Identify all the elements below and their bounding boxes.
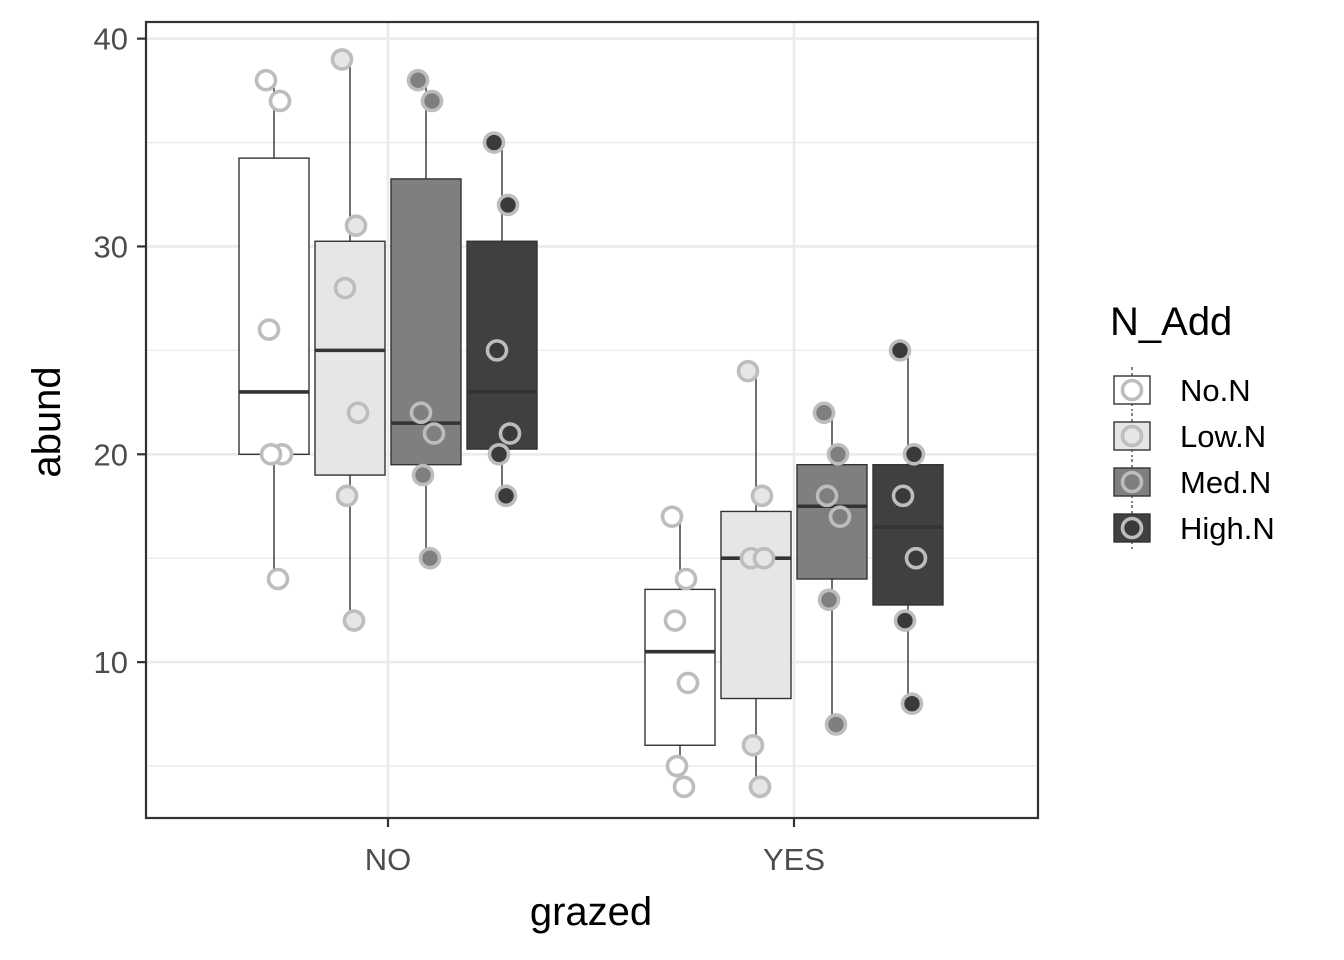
data-point — [900, 692, 924, 715]
data-point — [496, 193, 520, 217]
data-point — [741, 733, 765, 757]
y-axis-title: abund — [25, 366, 69, 477]
axes: 10 20 30 40 NO YES — [94, 22, 826, 877]
y-tick-label: 10 — [94, 645, 128, 680]
data-point — [266, 567, 290, 591]
data-point — [254, 68, 278, 92]
box-No.N-YES — [644, 516, 716, 787]
y-tick-label: 20 — [94, 437, 128, 472]
data-point — [893, 609, 917, 632]
data-point — [342, 609, 366, 632]
data-point — [485, 339, 509, 362]
legend: N_Add No.N Low.N Med.N High.N — [1110, 300, 1275, 549]
legend-item-No.N: No.N — [1113, 367, 1251, 411]
data-point — [259, 442, 283, 466]
box-body — [238, 157, 310, 455]
data-point — [346, 401, 370, 425]
box-High.N-NO — [466, 142, 538, 496]
data-point — [344, 214, 368, 237]
panel-border — [144, 20, 1040, 820]
legend-key-point — [1120, 470, 1144, 494]
data-point — [736, 359, 760, 383]
legend-label: Med.N — [1180, 465, 1271, 500]
data-point — [487, 442, 511, 466]
data-point — [891, 484, 915, 508]
data-point — [409, 401, 433, 425]
data-point — [406, 68, 430, 92]
box-Med.N-NO — [390, 80, 462, 559]
data-point — [752, 546, 776, 570]
box-No.N-NO — [238, 80, 310, 579]
data-point — [333, 276, 357, 300]
data-point — [672, 775, 696, 799]
y-tick-label: 30 — [94, 229, 128, 264]
data-point — [815, 484, 839, 508]
legend-label: Low.N — [1180, 419, 1266, 454]
box-Low.N-YES — [720, 371, 792, 787]
data-point — [904, 546, 928, 570]
data-point — [888, 339, 912, 362]
boxplots — [238, 59, 944, 787]
legend-key-point — [1120, 516, 1144, 540]
data-point — [812, 401, 836, 425]
data-point — [418, 546, 442, 570]
x-tick-label: NO — [365, 842, 412, 877]
data-point — [674, 567, 698, 591]
data-point — [422, 422, 446, 445]
data-point — [494, 484, 518, 508]
data-point — [411, 463, 435, 487]
legend-item-Low.N: Low.N — [1113, 413, 1266, 457]
data-points — [254, 48, 928, 799]
box-body — [314, 240, 386, 476]
data-point — [257, 318, 281, 341]
legend-key-point — [1120, 424, 1144, 448]
box-Low.N-NO — [314, 59, 386, 621]
legend-item-High.N: High.N — [1113, 505, 1275, 549]
data-point — [826, 442, 850, 466]
data-point — [665, 754, 689, 778]
box-body — [466, 240, 538, 450]
y-tick-label: 40 — [94, 22, 128, 57]
data-point — [330, 48, 354, 71]
data-point — [268, 89, 292, 113]
data-point — [335, 484, 359, 508]
data-point — [828, 505, 852, 528]
data-point — [482, 131, 506, 154]
legend-label: No.N — [1180, 373, 1251, 408]
legend-title: N_Add — [1110, 300, 1232, 344]
legend-key-point — [1120, 378, 1144, 402]
data-point — [420, 89, 444, 113]
data-point — [498, 422, 522, 445]
data-point — [748, 775, 772, 799]
x-axis-title: grazed — [530, 890, 652, 934]
data-point — [750, 484, 774, 508]
data-point — [676, 671, 700, 695]
data-point — [817, 588, 841, 612]
data-point — [663, 609, 687, 632]
data-point — [660, 505, 684, 528]
x-tick-label: YES — [763, 842, 825, 877]
box-High.N-YES — [872, 350, 944, 704]
box-body — [720, 510, 792, 700]
legend-label: High.N — [1180, 511, 1275, 546]
data-point — [902, 442, 926, 466]
data-point — [824, 713, 848, 736]
legend-item-Med.N: Med.N — [1113, 459, 1271, 503]
